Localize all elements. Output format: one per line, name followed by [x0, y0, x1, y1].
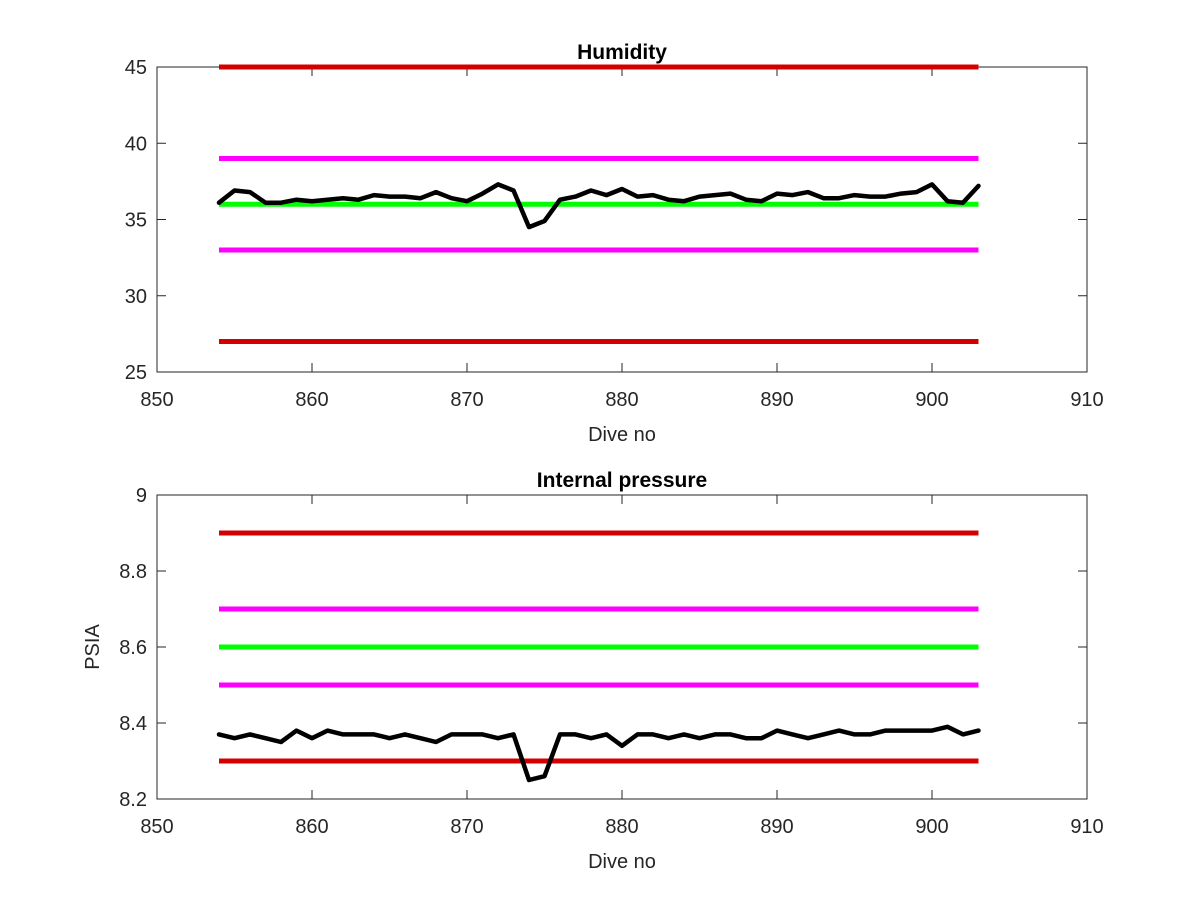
x-tick-label: 910: [1070, 389, 1103, 411]
x-tick-label: 860: [295, 389, 328, 411]
chart-title: Humidity: [577, 41, 667, 64]
y-tick-label: 8.6: [119, 637, 147, 659]
y-tick-label: 40: [125, 133, 147, 155]
y-tick-label: 45: [125, 57, 147, 79]
x-tick-label: 890: [760, 816, 793, 838]
x-tick-label: 880: [605, 816, 638, 838]
subplot-2: 850 860 870 880 890 900 910 8.2 8.4 8.6 8.8 9 Intern…: [82, 469, 1104, 873]
data-series-line: [216, 182, 981, 230]
x-tick-label: 860: [295, 816, 328, 838]
y-tick-label: 25: [125, 362, 147, 384]
y-tick-label: 8.8: [119, 561, 147, 583]
x-axis-label: Dive no: [588, 424, 656, 446]
chart-title: Internal pressure: [537, 469, 707, 492]
subplot-1: 850 860 870 880 890 900 910 25 30 35 40 45 Humidity D…: [125, 41, 1104, 446]
x-tick-label: 870: [450, 816, 483, 838]
y-axis-label: PSIA: [82, 624, 104, 670]
x-tick-label: 900: [915, 816, 948, 838]
x-tick-label: 850: [140, 816, 173, 838]
axes-frame: [156, 66, 1088, 373]
y-tick-label: 9: [136, 485, 147, 507]
x-tick-label: 870: [450, 389, 483, 411]
x-tick-label: 850: [140, 389, 173, 411]
x-axis-label: Dive no: [588, 851, 656, 873]
data-series-line: [216, 724, 981, 783]
x-tick-label: 910: [1070, 816, 1103, 838]
x-tick-label: 890: [760, 389, 793, 411]
x-tick-label: 900: [915, 389, 948, 411]
y-tick-label: 8.2: [119, 789, 147, 811]
x-tick-label: 880: [605, 389, 638, 411]
y-tick-label: 35: [125, 210, 147, 232]
y-tick-label: 8.4: [119, 713, 147, 735]
y-tick-label: 30: [125, 286, 147, 308]
